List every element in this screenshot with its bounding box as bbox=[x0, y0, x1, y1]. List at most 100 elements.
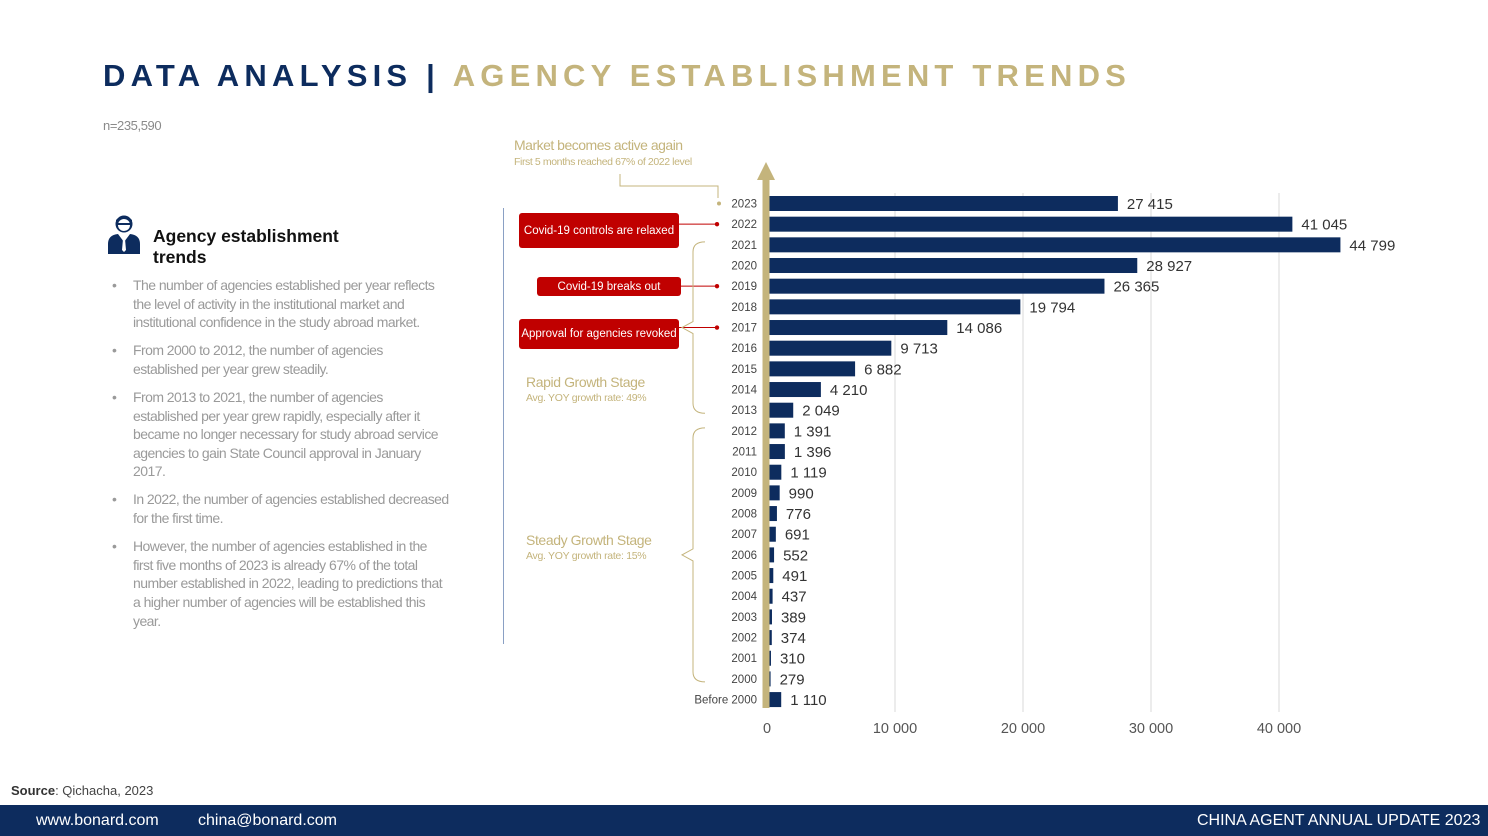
bar bbox=[767, 423, 785, 439]
value-label: 990 bbox=[789, 485, 814, 502]
bar bbox=[767, 361, 856, 377]
value-label: 4 210 bbox=[830, 382, 868, 399]
footer-website-link[interactable]: www.bonard.com bbox=[36, 812, 159, 829]
bar bbox=[767, 464, 782, 480]
value-label: 41 045 bbox=[1301, 217, 1347, 234]
bullet-item: However, the number of agencies establis… bbox=[110, 537, 450, 630]
value-label: 26 365 bbox=[1113, 279, 1159, 296]
bar bbox=[767, 692, 782, 708]
category-label: 2000 bbox=[731, 674, 757, 686]
bar bbox=[767, 340, 892, 356]
person-icon bbox=[108, 215, 140, 254]
market-note-sub: First 5 months reached 67% of 2022 level bbox=[514, 156, 692, 168]
bar bbox=[767, 568, 774, 584]
category-label: 2010 bbox=[731, 467, 757, 479]
event-dot bbox=[714, 221, 720, 227]
rapid-stage-sub: Avg. YOY growth rate: 49% bbox=[526, 392, 647, 404]
value-label: 9 713 bbox=[900, 341, 938, 358]
category-label: 2019 bbox=[731, 281, 757, 293]
vertical-divider bbox=[503, 208, 504, 644]
title-sub: AGENCY ESTABLISHMENT TRENDS bbox=[452, 58, 1132, 93]
x-tick-label: 10 000 bbox=[873, 721, 917, 737]
event-approval-revoked: Approval for agencies revoked bbox=[519, 319, 679, 349]
bullet-list: The number of agencies established per y… bbox=[110, 276, 450, 640]
value-label: 1 391 bbox=[794, 423, 832, 440]
category-label: 2005 bbox=[731, 571, 757, 583]
market-note-dot bbox=[717, 201, 721, 206]
value-label: 310 bbox=[780, 651, 805, 668]
event-covid-outbreak: Covid-19 breaks out bbox=[537, 277, 681, 296]
bullet-item: From 2000 to 2012, the number of agencie… bbox=[110, 341, 450, 378]
bullet-item: In 2022, the number of agencies establis… bbox=[110, 490, 450, 527]
bullet-item: From 2013 to 2021, the number of agencie… bbox=[110, 388, 450, 481]
category-label: 2014 bbox=[731, 385, 757, 397]
value-label: 14 086 bbox=[956, 320, 1002, 337]
bar bbox=[767, 382, 821, 398]
bar bbox=[767, 506, 777, 522]
category-label: 2001 bbox=[731, 653, 757, 665]
market-note-connector bbox=[619, 174, 719, 198]
category-label: 2006 bbox=[731, 550, 757, 562]
category-label: Before 2000 bbox=[694, 695, 757, 707]
x-tick-label: 20 000 bbox=[1001, 721, 1045, 737]
value-label: 1 396 bbox=[794, 444, 832, 461]
value-label: 2 049 bbox=[802, 403, 840, 420]
value-label: 374 bbox=[781, 630, 806, 647]
value-label: 6 882 bbox=[864, 361, 902, 378]
category-label: 2008 bbox=[731, 509, 757, 521]
title-main: DATA ANALYSIS bbox=[103, 58, 413, 93]
value-label: 437 bbox=[782, 589, 807, 606]
y-axis-arrow bbox=[757, 162, 775, 180]
title-separator: | bbox=[426, 58, 441, 93]
category-label: 2013 bbox=[731, 405, 757, 417]
category-label: 2015 bbox=[731, 364, 757, 376]
value-label: 27 415 bbox=[1127, 196, 1173, 213]
bar bbox=[767, 299, 1021, 315]
value-label: 1 119 bbox=[790, 465, 826, 482]
bar bbox=[767, 485, 780, 501]
category-label: 2018 bbox=[731, 302, 757, 314]
value-label: 19 794 bbox=[1029, 299, 1075, 316]
footer-report-title: CHINA AGENT ANNUAL UPDATE 2023 bbox=[1197, 812, 1481, 829]
event-dot bbox=[714, 283, 720, 289]
bar bbox=[767, 216, 1293, 232]
bar bbox=[767, 547, 775, 563]
x-tick-label: 30 000 bbox=[1129, 721, 1173, 737]
bar bbox=[767, 196, 1118, 211]
footer-email-link[interactable]: china@bonard.com bbox=[198, 812, 337, 829]
value-label: 776 bbox=[786, 506, 811, 523]
value-label: 552 bbox=[783, 547, 808, 564]
category-label: 2017 bbox=[731, 323, 757, 335]
steady-stage-title: Steady Growth Stage bbox=[526, 532, 652, 548]
bar bbox=[767, 237, 1341, 253]
rapid-stage-bracket bbox=[680, 241, 706, 414]
y-axis-line bbox=[762, 176, 770, 708]
market-note-title: Market becomes active again bbox=[514, 137, 683, 153]
section-heading: Agency establishment trends bbox=[153, 226, 339, 267]
x-tick-label: 0 bbox=[763, 721, 771, 737]
value-label: 491 bbox=[782, 568, 807, 585]
footer-bar: www.bonard.com china@bonard.com CHINA AG… bbox=[0, 805, 1488, 836]
category-label: 2022 bbox=[731, 219, 757, 231]
category-label: 2009 bbox=[731, 488, 757, 500]
event-covid-relaxed: Covid-19 controls are relaxed bbox=[519, 213, 679, 248]
value-label: 279 bbox=[780, 671, 805, 688]
bar bbox=[767, 258, 1138, 274]
page-title: DATA ANALYSIS | AGENCY ESTABLISHMENT TRE… bbox=[103, 58, 1131, 94]
value-label: 44 799 bbox=[1349, 237, 1395, 254]
category-label: 2021 bbox=[731, 240, 757, 252]
value-label: 691 bbox=[785, 527, 810, 544]
category-label: 2002 bbox=[731, 633, 757, 645]
category-label: 2007 bbox=[731, 529, 757, 541]
steady-stage-bracket bbox=[680, 427, 706, 683]
source-label: Source bbox=[11, 783, 56, 798]
category-label: 2004 bbox=[731, 591, 757, 603]
x-tick-label: 40 000 bbox=[1257, 721, 1301, 737]
category-label: 2003 bbox=[731, 612, 757, 624]
category-label: 2011 bbox=[732, 447, 757, 459]
category-label: 2023 bbox=[731, 199, 757, 211]
sample-size: n=235,590 bbox=[103, 118, 162, 133]
event-dot bbox=[714, 325, 720, 330]
bar bbox=[767, 444, 785, 460]
